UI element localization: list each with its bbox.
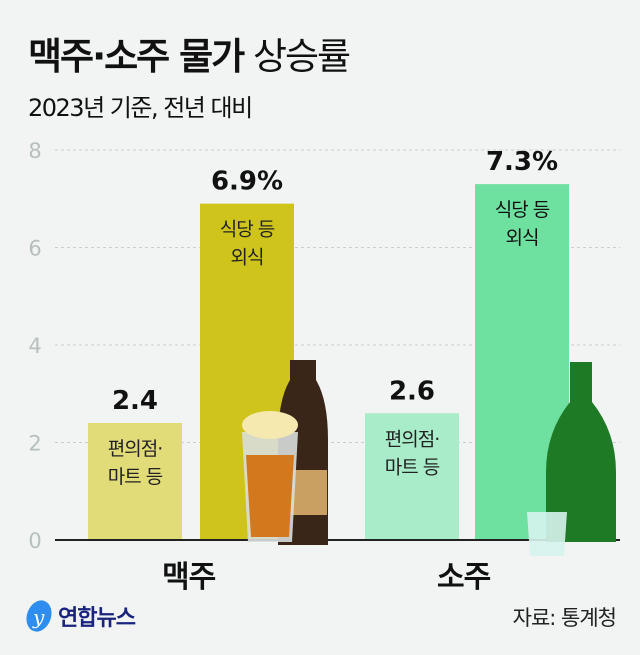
- bar-inner-label: 편의점·: [385, 428, 439, 450]
- y-tick-label: 2: [28, 432, 41, 456]
- title-bold: 맥주·소주 물가: [28, 35, 245, 78]
- yonhap-logo: y 연합뉴스: [24, 598, 136, 634]
- logo-text: 연합뉴스: [58, 606, 136, 631]
- bar-inner-label: 식당 등: [495, 199, 550, 221]
- beer-foam-icon: [242, 411, 298, 439]
- beer-liquid-icon: [246, 455, 294, 537]
- data-label: 2.6: [389, 376, 435, 406]
- bar-store: [88, 423, 182, 540]
- chart-title: 맥주·소주 물가 상승률: [28, 26, 351, 80]
- y-tick-label: 8: [28, 139, 41, 163]
- data-label: 7.3%: [486, 147, 558, 177]
- soju-bottle-icon: [546, 362, 616, 542]
- bar-store: [365, 413, 459, 540]
- y-tick-label: 6: [28, 237, 41, 261]
- title-light: 상승률: [252, 35, 351, 78]
- bar-inner-label: 외식: [506, 227, 539, 249]
- bar-inner-label: 마트 등: [385, 456, 440, 478]
- bar-inner-label: 편의점·: [108, 438, 162, 460]
- data-label: 2.4: [112, 386, 158, 416]
- bar-inner-label: 식당 등: [220, 219, 275, 241]
- bar-inner-label: 마트 등: [108, 466, 163, 488]
- svg-text:y: y: [32, 605, 45, 629]
- yonhap-logo-icon: y: [26, 600, 52, 632]
- y-tick-label: 4: [28, 334, 41, 358]
- soju-glass-icon: [527, 512, 567, 556]
- y-tick-label: 0: [28, 529, 41, 553]
- category-label-soju: 소주: [437, 560, 491, 595]
- bar-inner-label: 외식: [231, 247, 264, 269]
- data-label: 6.9%: [211, 167, 283, 197]
- chart-subtitle: 2023년 기준, 전년 대비: [28, 94, 253, 122]
- source-note: 자료: 통계청: [512, 606, 617, 630]
- category-label-beer: 맥주: [162, 560, 216, 595]
